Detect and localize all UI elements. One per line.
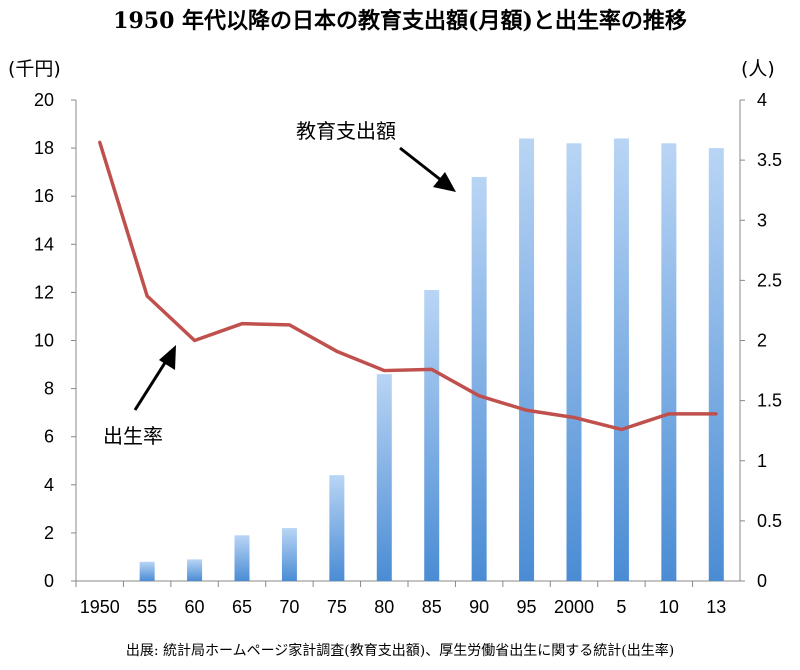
right-axis-unit: (人) bbox=[741, 58, 775, 80]
line-point bbox=[572, 415, 576, 419]
x-tick-label: 85 bbox=[422, 597, 442, 617]
left-tick-label: 4 bbox=[44, 475, 54, 495]
line-point bbox=[619, 427, 623, 431]
bar-series-education bbox=[139, 138, 724, 582]
line-series-birthrate bbox=[98, 140, 718, 432]
left-tick-label: 20 bbox=[34, 90, 54, 110]
line-point bbox=[525, 408, 529, 412]
left-tick-label: 0 bbox=[44, 571, 54, 591]
right-tick-label: 2.5 bbox=[757, 270, 782, 290]
right-tick-label: 3 bbox=[757, 210, 767, 230]
x-tick-label: 1950 bbox=[80, 597, 120, 617]
bar bbox=[187, 559, 203, 581]
chart-title: 1950 年代以降の日本の教育支出額(月額)と出生率の推移 bbox=[113, 8, 687, 34]
line-point bbox=[477, 394, 481, 398]
annotation-birthrate-arrow-shaft bbox=[133, 357, 170, 411]
left-tick-label: 16 bbox=[34, 186, 54, 206]
bar bbox=[708, 148, 724, 581]
right-tick-label: 0.5 bbox=[757, 511, 782, 531]
bar bbox=[471, 176, 487, 581]
right-tick-label: 2 bbox=[757, 331, 767, 351]
axes bbox=[71, 99, 745, 587]
right-tick-label: 3.5 bbox=[757, 150, 782, 170]
x-tick-label: 5 bbox=[616, 597, 626, 617]
line-point bbox=[287, 323, 291, 327]
right-tick-label: 1 bbox=[757, 451, 767, 471]
x-tick-label: 2000 bbox=[554, 597, 594, 617]
birthrate-line bbox=[98, 141, 717, 432]
line-point bbox=[145, 294, 149, 298]
x-tick-label: 90 bbox=[469, 597, 489, 617]
left-tick-label: 14 bbox=[34, 234, 54, 254]
left-tick-label: 12 bbox=[34, 282, 54, 302]
annotation-birthrate-arrow-head bbox=[159, 345, 176, 370]
line-point bbox=[430, 367, 434, 371]
x-tick-label: 70 bbox=[279, 597, 299, 617]
line-point bbox=[382, 369, 386, 373]
line-point bbox=[193, 339, 197, 342]
x-tick-label: 10 bbox=[659, 597, 679, 617]
x-tick-label: 75 bbox=[327, 597, 347, 617]
x-tick-label: 65 bbox=[232, 597, 252, 617]
left-tick-label: 2 bbox=[44, 523, 54, 543]
bar bbox=[281, 528, 297, 581]
left-tick-label: 18 bbox=[34, 138, 54, 158]
annotation-education-arrow-shaft bbox=[399, 146, 447, 186]
line-point bbox=[335, 349, 339, 353]
left-tick-label: 6 bbox=[44, 427, 54, 447]
bar bbox=[234, 535, 250, 581]
bar bbox=[139, 561, 155, 581]
bar bbox=[376, 374, 392, 581]
bar bbox=[424, 289, 440, 581]
line-point bbox=[240, 322, 244, 326]
left-tick-label: 10 bbox=[34, 331, 54, 351]
line-point bbox=[98, 140, 102, 144]
bar bbox=[566, 143, 582, 582]
x-tick-label: 95 bbox=[517, 597, 537, 617]
right-tick-label: 1.5 bbox=[757, 391, 782, 411]
annotation-education: 教育支出額 bbox=[296, 119, 456, 192]
annotation-birthrate: 出生率 bbox=[103, 345, 176, 448]
annotation-birthrate-label: 出生率 bbox=[103, 424, 163, 448]
left-tick-label: 8 bbox=[44, 379, 54, 399]
bar bbox=[519, 138, 535, 582]
source-note: 出展: 統計局ホームページ家計調査(教育支出額)、厚生労働省出生に関する統計(出… bbox=[126, 642, 674, 659]
x-tick-label: 55 bbox=[137, 597, 157, 617]
bar bbox=[613, 138, 629, 582]
x-tick-label: 60 bbox=[185, 597, 205, 617]
line-point bbox=[714, 412, 718, 416]
line-point bbox=[667, 412, 671, 416]
annotation-education-arrow-head bbox=[433, 172, 456, 192]
left-axis-unit: (千円) bbox=[8, 58, 61, 80]
annotation-education-label: 教育支出額 bbox=[296, 119, 396, 143]
bar bbox=[329, 475, 345, 581]
x-tick-label: 80 bbox=[374, 597, 394, 617]
x-tick-label: 13 bbox=[706, 597, 726, 617]
right-tick-label: 4 bbox=[757, 90, 767, 110]
right-tick-label: 0 bbox=[757, 571, 767, 591]
bar bbox=[661, 143, 677, 582]
